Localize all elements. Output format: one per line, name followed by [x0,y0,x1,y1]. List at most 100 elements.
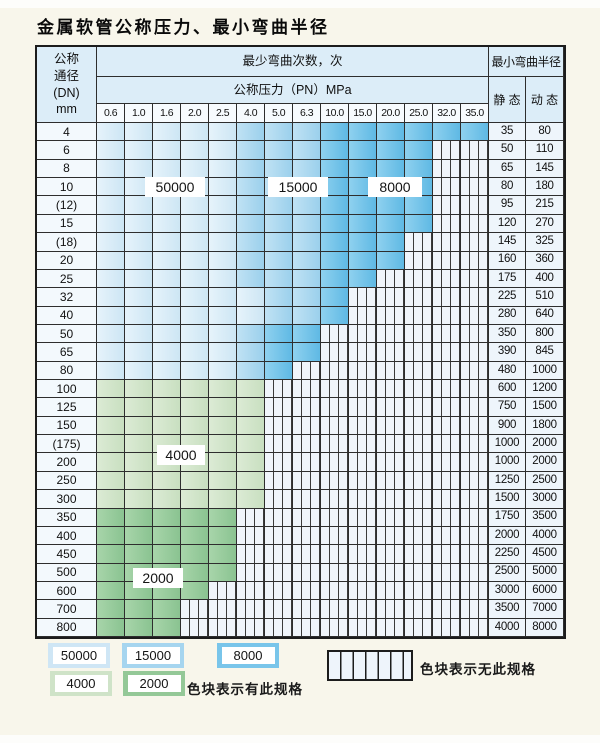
spec-cell [209,141,237,160]
no-spec-cell [461,508,489,527]
spec-cell [265,123,293,142]
no-spec-cell [405,545,433,564]
spec-cell [405,196,433,215]
spec-cell [125,490,153,509]
spec-cell [265,251,293,270]
spec-cell [237,435,265,454]
no-spec-cell [461,453,489,472]
spec-cell [377,196,405,215]
spec-cell [125,123,153,142]
spec-cell [153,269,181,289]
no-spec-cell [321,508,349,527]
spec-cell [97,416,125,436]
dn-cell: 100 [37,380,97,399]
dn-cell: 80 [37,361,97,380]
top-margin-strip [0,0,600,8]
dn-header-line: 通径 [53,68,79,83]
spec-cell [125,233,153,252]
legend-label: 8000 [221,647,275,664]
static-value: 350 [489,324,526,344]
legend-item: 15000 [122,643,184,668]
spec-cell [209,233,237,252]
no-spec-cell [433,581,461,601]
spec-cell [181,141,209,160]
no-spec-cell [433,471,461,491]
spec-cell [97,269,125,289]
dynamic-value: 6000 [526,581,564,601]
no-spec-cell [293,526,321,546]
spec-cell [153,343,181,362]
spec-cell [321,196,349,215]
no-spec-cell [293,453,321,472]
spec-cell [237,416,265,436]
spec-cell [125,508,153,527]
pressure-tick: 1.0 [125,104,153,123]
no-spec-text: 色块表示无此规格 [420,662,536,677]
spec-cell [153,416,181,436]
no-spec-cell [237,618,265,637]
no-spec-cell [349,563,377,582]
spec-cell [321,141,349,160]
dn-cell: 32 [37,288,97,307]
legend-label: 2000 [127,675,181,692]
spec-cell [181,123,209,142]
spec-cell [209,324,237,344]
spec-cell [209,178,237,197]
no-spec-cell [405,490,433,509]
no-spec-cell [237,508,265,527]
dynamic-value: 845 [526,343,564,362]
no-spec-cell [377,490,405,509]
static-value: 35 [489,123,526,142]
no-spec-cell [265,563,293,582]
dn-cell: 400 [37,526,97,546]
legend-item: 8000 [217,643,279,668]
spec-cell [293,159,321,179]
spec-cell [209,471,237,491]
spec-cell [405,214,433,234]
dn-header-line: mm [56,102,77,117]
spec-cell [293,343,321,362]
no-spec-cell [461,380,489,399]
spec-cell [181,490,209,509]
spec-cell [125,545,153,564]
spec-cell [97,324,125,344]
no-spec-cell [461,141,489,160]
spec-cell [209,288,237,307]
spec-cell [377,233,405,252]
no-spec-cell [377,471,405,491]
spec-cell [321,306,349,325]
dn-cell: 8 [37,159,97,179]
no-spec-cell [293,380,321,399]
no-spec-cell [405,416,433,436]
dn-cell: 25 [37,269,97,289]
dynamic-value: 7000 [526,600,564,619]
spec-cell [181,361,209,380]
spec-cell [237,233,265,252]
no-spec-cell [377,306,405,325]
spec-cell [125,398,153,417]
spec-cell [321,214,349,234]
spec-cell [153,508,181,527]
spec-cell [237,251,265,270]
no-spec-cell [349,288,377,307]
static-value: 1500 [489,490,526,509]
spec-cell [97,306,125,325]
spec-cell [265,288,293,307]
spec-cell [181,324,209,344]
static-value: 95 [489,196,526,215]
dynamic-value: 1800 [526,416,564,436]
no-spec-cell [405,435,433,454]
pressure-tick: 6.3 [293,104,321,123]
no-spec-cell [321,324,349,344]
no-spec-cell [321,618,349,637]
static-value: 175 [489,269,526,289]
spec-cell [237,361,265,380]
spec-cell [153,398,181,417]
spec-cell [237,288,265,307]
no-spec-cell [349,343,377,362]
no-spec-cell [433,435,461,454]
no-spec-cell [321,453,349,472]
spec-cell [237,490,265,509]
legend-item: 50000 [48,643,110,668]
no-spec-cell [405,581,433,601]
